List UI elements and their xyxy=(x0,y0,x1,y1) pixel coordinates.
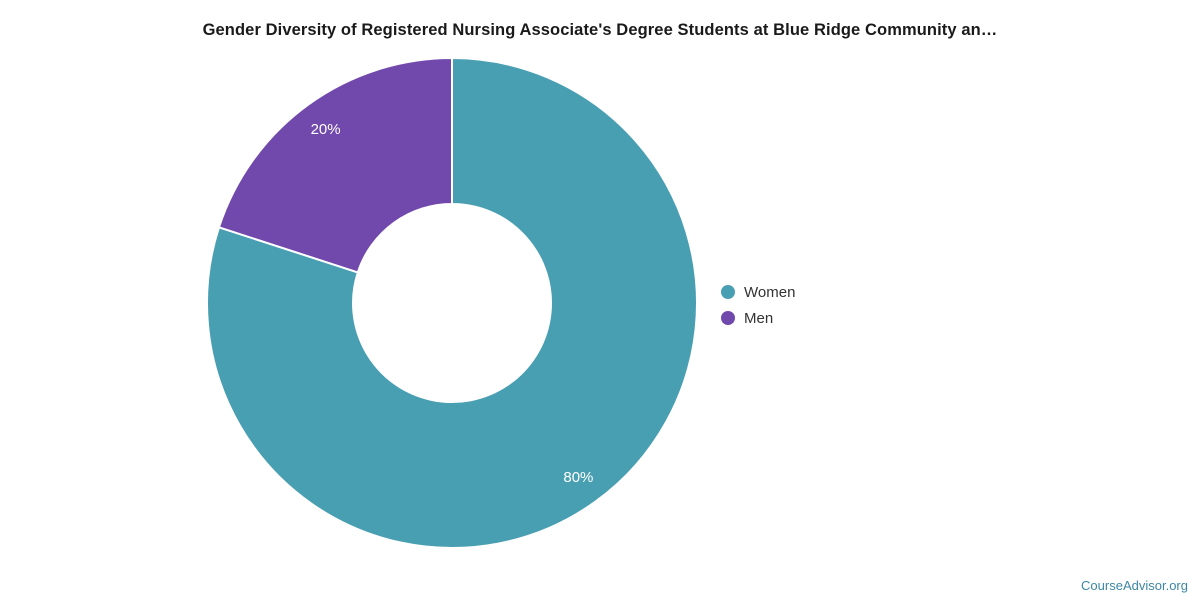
legend-label-men: Men xyxy=(744,309,774,327)
legend-label-women: Women xyxy=(744,283,796,301)
pie-slice-men xyxy=(217,57,453,274)
legend: Women Men xyxy=(721,279,795,331)
legend-marker-men-icon xyxy=(721,311,735,325)
legend-item-women[interactable]: Women xyxy=(721,279,795,305)
pie-slice-women xyxy=(206,57,698,549)
legend-marker-women-icon xyxy=(721,285,735,299)
legend-item-men[interactable]: Men xyxy=(721,305,795,331)
slice-percent-label-men: 20% xyxy=(311,121,341,138)
chart-title: Gender Diversity of Registered Nursing A… xyxy=(202,21,998,39)
slice-percent-label-women: 80% xyxy=(563,469,593,486)
courseadvisor-link[interactable]: CourseAdvisor.org xyxy=(1081,578,1188,593)
